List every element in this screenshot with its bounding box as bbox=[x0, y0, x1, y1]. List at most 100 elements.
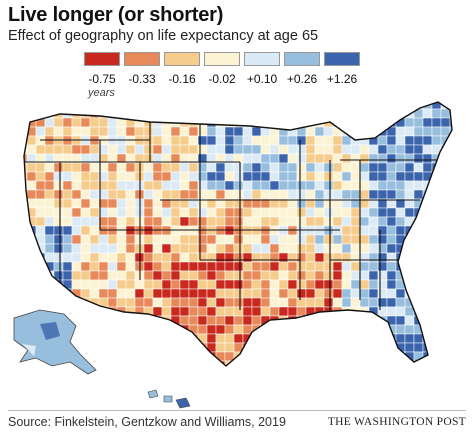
county-cell bbox=[269, 102, 280, 110]
county-cell bbox=[350, 279, 361, 290]
county-cell bbox=[404, 162, 415, 173]
county-cell bbox=[332, 102, 343, 110]
county-cell bbox=[269, 243, 280, 254]
county-cell bbox=[80, 324, 91, 335]
county-cell bbox=[242, 243, 253, 254]
county-cell bbox=[287, 102, 298, 110]
county-cell bbox=[9, 199, 18, 208]
county-cell bbox=[24, 252, 28, 263]
county-cell bbox=[449, 234, 452, 245]
county-cell bbox=[143, 189, 154, 200]
county-cell bbox=[197, 252, 208, 263]
county-cell bbox=[107, 198, 118, 209]
county-cell bbox=[395, 180, 406, 191]
county-cell bbox=[116, 171, 127, 182]
county-cell bbox=[395, 288, 406, 299]
county-cell bbox=[368, 171, 379, 182]
county-cell bbox=[71, 144, 82, 155]
county-cell bbox=[0, 199, 9, 208]
county-cell bbox=[215, 297, 226, 308]
county-cell bbox=[359, 117, 370, 128]
county-cell bbox=[134, 102, 145, 110]
county-cell bbox=[9, 118, 18, 127]
county-cell bbox=[449, 306, 452, 317]
county-cell bbox=[305, 234, 316, 245]
county-cell bbox=[269, 135, 280, 146]
county-cell bbox=[332, 297, 343, 308]
county-cell bbox=[440, 243, 451, 254]
county-cell bbox=[332, 333, 343, 344]
county-cell bbox=[224, 342, 235, 353]
legend-tick-5: +0.10 bbox=[246, 72, 278, 86]
county-cell bbox=[125, 288, 136, 299]
county-cell bbox=[386, 270, 397, 281]
county-cell bbox=[98, 342, 109, 353]
county-cell bbox=[431, 243, 442, 254]
county-cell bbox=[449, 324, 452, 335]
county-cell bbox=[107, 207, 118, 218]
county-cell bbox=[242, 216, 253, 227]
county-cell bbox=[125, 252, 136, 263]
county-cell bbox=[404, 270, 415, 281]
county-cell bbox=[0, 217, 9, 226]
county-cell bbox=[341, 351, 352, 362]
county-cell bbox=[215, 252, 226, 263]
county-cell bbox=[44, 252, 55, 263]
county-cell bbox=[440, 198, 451, 209]
county-cell bbox=[170, 333, 181, 344]
county-cell bbox=[368, 342, 379, 353]
county-cell bbox=[260, 297, 271, 308]
county-cell bbox=[215, 261, 226, 272]
county-cell bbox=[89, 288, 100, 299]
county-cell bbox=[413, 261, 424, 272]
county-cell bbox=[107, 144, 118, 155]
footer-divider bbox=[8, 410, 466, 411]
county-cell bbox=[116, 216, 127, 227]
county-cell bbox=[413, 126, 424, 137]
county-cell bbox=[80, 288, 91, 299]
county-cell bbox=[215, 324, 226, 335]
county-cell bbox=[80, 216, 91, 227]
county-cell bbox=[287, 171, 298, 182]
county-cell bbox=[440, 297, 451, 308]
county-cell bbox=[233, 360, 244, 366]
county-cell bbox=[314, 288, 325, 299]
county-cell bbox=[170, 360, 181, 366]
county-cell bbox=[332, 180, 343, 191]
county-cell bbox=[341, 315, 352, 326]
county-cell bbox=[89, 270, 100, 281]
county-cell bbox=[251, 162, 262, 173]
county-cell bbox=[242, 351, 253, 362]
county-cell bbox=[170, 306, 181, 317]
county-cell bbox=[80, 315, 91, 326]
county-cell bbox=[260, 333, 271, 344]
county-cell bbox=[296, 216, 307, 227]
county-cell bbox=[242, 108, 253, 119]
county-cell bbox=[323, 180, 334, 191]
county-cell bbox=[449, 189, 452, 200]
county-cell bbox=[350, 360, 361, 366]
county-cell bbox=[422, 207, 433, 218]
county-cell bbox=[170, 342, 181, 353]
county-cell bbox=[80, 243, 91, 254]
county-cell bbox=[377, 171, 388, 182]
county-cell bbox=[323, 108, 334, 119]
county-cell bbox=[143, 162, 154, 173]
county-cell bbox=[242, 153, 253, 164]
county-cell bbox=[215, 351, 226, 362]
alaska bbox=[13, 309, 97, 375]
county-cell bbox=[413, 360, 424, 366]
county-cell bbox=[125, 198, 136, 209]
county-cell bbox=[89, 144, 100, 155]
county-cell bbox=[269, 117, 280, 128]
county-cell bbox=[269, 324, 280, 335]
county-cell bbox=[359, 261, 370, 272]
county-cell bbox=[116, 324, 127, 335]
county-cell bbox=[422, 135, 433, 146]
county-cell bbox=[404, 171, 415, 182]
county-cell bbox=[323, 333, 334, 344]
county-cell bbox=[170, 261, 181, 272]
county-cell bbox=[206, 333, 217, 344]
county-cell bbox=[251, 360, 262, 366]
county-cell bbox=[341, 270, 352, 281]
